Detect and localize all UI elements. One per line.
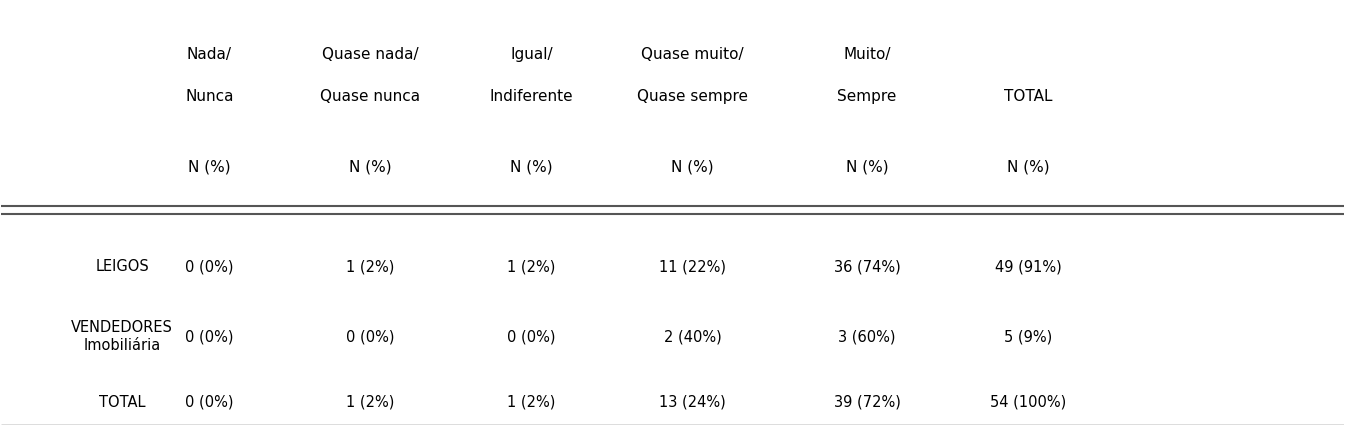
Text: Muito/: Muito/ — [843, 47, 890, 62]
Text: 1 (2%): 1 (2%) — [507, 394, 555, 409]
Text: Quase nunca: Quase nunca — [320, 89, 421, 104]
Text: 13 (24%): 13 (24%) — [659, 394, 726, 409]
Text: 49 (91%): 49 (91%) — [995, 259, 1061, 273]
Text: 0 (0%): 0 (0%) — [186, 394, 234, 409]
Text: Nunca: Nunca — [186, 89, 234, 104]
Text: 1 (2%): 1 (2%) — [507, 259, 555, 273]
Text: Quase nada/: Quase nada/ — [323, 47, 418, 62]
Text: N (%): N (%) — [671, 159, 714, 174]
Text: 2 (40%): 2 (40%) — [664, 328, 721, 343]
Text: Sempre: Sempre — [838, 89, 897, 104]
Text: 1 (2%): 1 (2%) — [346, 259, 394, 273]
Text: N (%): N (%) — [188, 159, 231, 174]
Text: Indiferente: Indiferente — [490, 89, 573, 104]
Text: 36 (74%): 36 (74%) — [834, 259, 901, 273]
Text: N (%): N (%) — [846, 159, 889, 174]
Text: Igual/: Igual/ — [510, 47, 553, 62]
Text: VENDEDORES
Imobiliária: VENDEDORES Imobiliária — [71, 320, 174, 352]
Text: 54 (100%): 54 (100%) — [990, 394, 1067, 409]
Text: 1 (2%): 1 (2%) — [346, 394, 394, 409]
Text: Quase sempre: Quase sempre — [638, 89, 748, 104]
Text: 3 (60%): 3 (60%) — [838, 328, 896, 343]
Text: LEIGOS: LEIGOS — [95, 259, 149, 273]
Text: Nada/: Nada/ — [187, 47, 231, 62]
Text: 0 (0%): 0 (0%) — [186, 328, 234, 343]
Text: 0 (0%): 0 (0%) — [507, 328, 555, 343]
Text: 0 (0%): 0 (0%) — [346, 328, 394, 343]
Text: N (%): N (%) — [350, 159, 391, 174]
Text: 39 (72%): 39 (72%) — [834, 394, 901, 409]
Text: Quase muito/: Quase muito/ — [642, 47, 744, 62]
Text: TOTAL: TOTAL — [100, 394, 145, 409]
Text: N (%): N (%) — [510, 159, 553, 174]
Text: 0 (0%): 0 (0%) — [186, 259, 234, 273]
Text: 11 (22%): 11 (22%) — [659, 259, 726, 273]
Text: 5 (9%): 5 (9%) — [1005, 328, 1052, 343]
Text: TOTAL: TOTAL — [1003, 89, 1052, 104]
Text: N (%): N (%) — [1007, 159, 1049, 174]
